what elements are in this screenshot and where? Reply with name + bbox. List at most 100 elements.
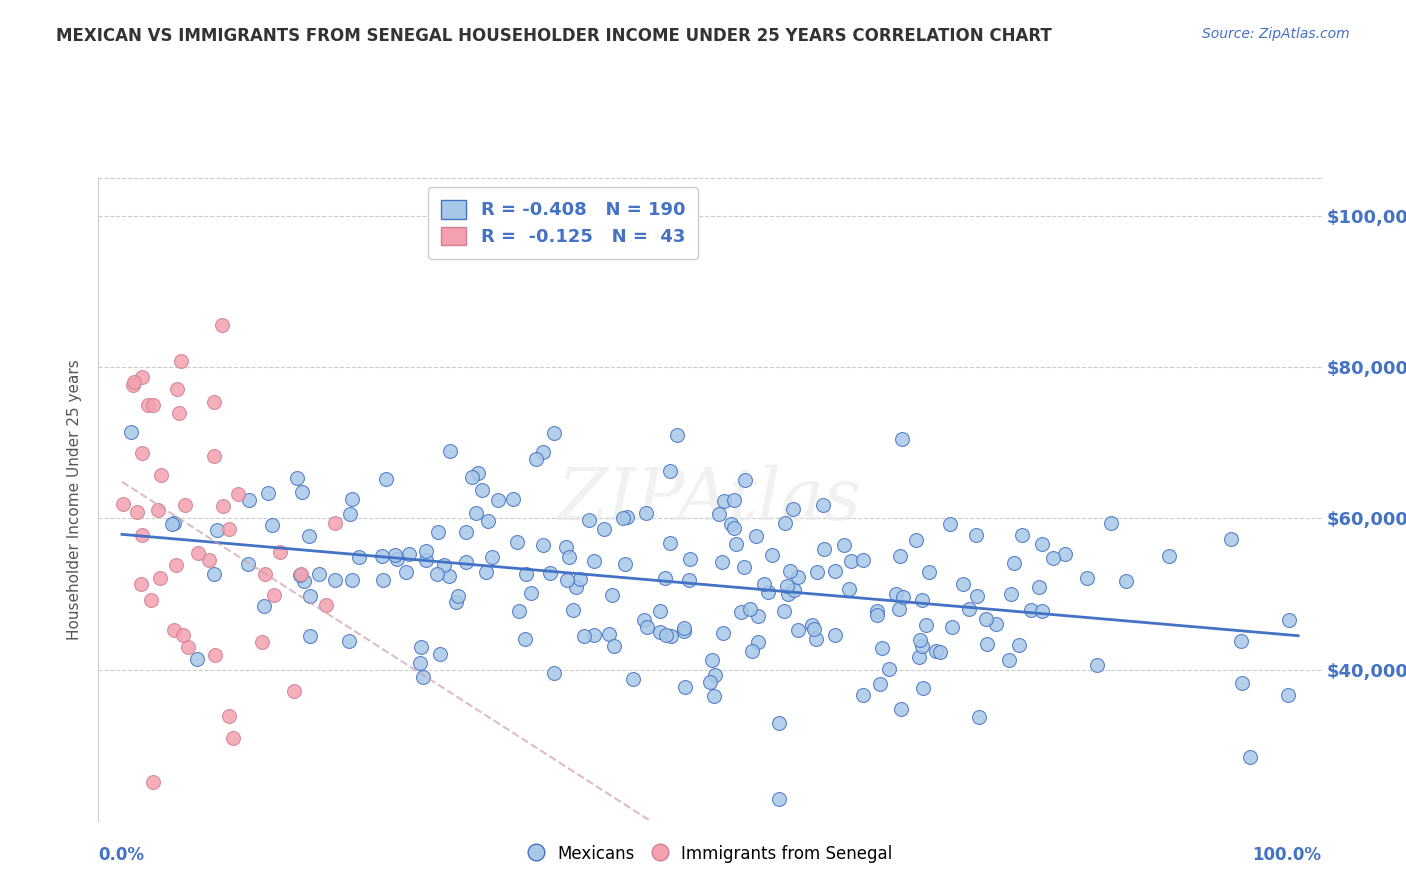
Point [218,522,240,536]
Point [997,653,1019,667]
Point [1278,613,1301,627]
Point [471,483,494,497]
Point [969,709,991,723]
Point [395,565,418,579]
Point [911,681,934,695]
Point [162,516,184,530]
Point [294,574,316,589]
Point [467,467,489,481]
Point [703,689,725,703]
Point [444,595,467,609]
Point [520,586,543,600]
Point [904,533,927,547]
Point [565,580,588,594]
Point [741,644,763,658]
Point [711,625,734,640]
Point [222,731,245,746]
Point [869,677,891,691]
Point [700,653,723,667]
Point [730,605,752,619]
Point [347,549,370,564]
Point [852,553,875,567]
Point [699,675,721,690]
Point [1031,536,1053,550]
Point [889,549,911,564]
Point [120,425,142,440]
Point [415,543,437,558]
Point [142,775,165,789]
Point [165,558,187,572]
Point [122,378,145,392]
Point [672,624,695,639]
Point [142,398,165,412]
Point [252,635,274,649]
Point [323,573,346,587]
Point [139,593,162,607]
Point [738,601,761,615]
Point [654,628,676,642]
Point [506,534,529,549]
Point [538,566,561,580]
Point [911,639,934,653]
Point [543,425,565,440]
Point [384,548,406,562]
Point [226,487,249,501]
Point [202,567,225,582]
Text: MEXICAN VS IMMIGRANTS FROM SENEGAL HOUSEHOLDER INCOME UNDER 25 YEARS CORRELATION: MEXICAN VS IMMIGRANTS FROM SENEGAL HOUSE… [56,27,1052,45]
Point [603,639,626,653]
Point [915,618,938,632]
Point [929,645,952,659]
Point [202,449,225,463]
Point [257,485,280,500]
Point [212,499,235,513]
Point [891,590,914,604]
Point [1230,676,1253,690]
Point [634,506,657,520]
Point [616,509,638,524]
Point [598,627,620,641]
Point [475,565,498,579]
Point [1229,634,1251,648]
Point [290,567,312,582]
Point [415,553,437,567]
Point [236,558,259,572]
Point [298,589,321,603]
Point [1042,550,1064,565]
Point [508,604,530,618]
Point [636,619,658,633]
Point [283,684,305,698]
Point [385,552,408,566]
Point [172,628,194,642]
Point [524,451,547,466]
Point [623,673,645,687]
Point [837,582,859,597]
Point [600,588,623,602]
Point [841,554,863,568]
Point [678,574,700,588]
Point [1239,750,1261,764]
Point [186,652,208,666]
Text: Source: ZipAtlas.com: Source: ZipAtlas.com [1202,27,1350,41]
Point [543,665,565,680]
Point [342,573,364,587]
Point [204,648,226,663]
Point [285,471,308,485]
Point [761,548,783,562]
Point [186,546,208,560]
Point [768,716,790,731]
Point [710,555,733,569]
Point [166,382,188,396]
Point [454,555,477,569]
Point [884,587,907,601]
Point [149,571,172,585]
Point [877,662,900,676]
Point [723,521,745,535]
Point [146,503,169,517]
Point [986,616,1008,631]
Point [1085,657,1108,672]
Point [672,621,695,635]
Point [966,589,988,603]
Point [658,465,681,479]
Point [870,640,893,655]
Point [569,572,592,586]
